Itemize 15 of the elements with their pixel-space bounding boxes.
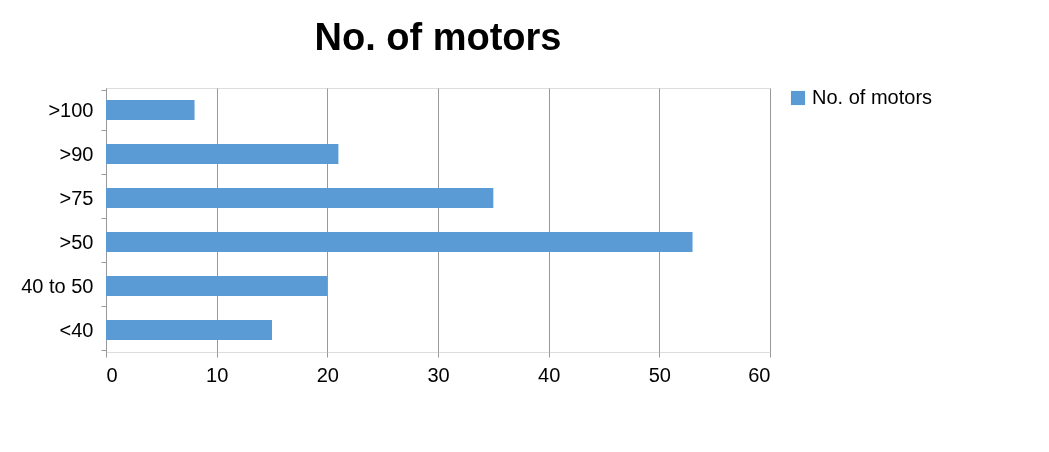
- y-tick-label: >90: [59, 142, 94, 165]
- y-tick-label: >75: [59, 186, 94, 209]
- x-tick-label: 30: [427, 363, 450, 386]
- x-tick-label: 0: [106, 363, 118, 386]
- y-tick-label: <40: [59, 318, 94, 341]
- x-tick-label: 40: [538, 363, 561, 386]
- chart-title: No. of motors: [314, 16, 562, 58]
- x-tick-label: 20: [316, 363, 339, 386]
- y-tick-label: >50: [59, 230, 94, 253]
- legend-label: No. of motors: [812, 86, 933, 108]
- x-tick-label: 10: [206, 363, 229, 386]
- x-tick-label: 50: [648, 363, 671, 386]
- x-tick-label: 60: [748, 363, 771, 386]
- y-tick-label: >100: [48, 98, 94, 121]
- y-tick-label: 40 to 50: [21, 274, 94, 297]
